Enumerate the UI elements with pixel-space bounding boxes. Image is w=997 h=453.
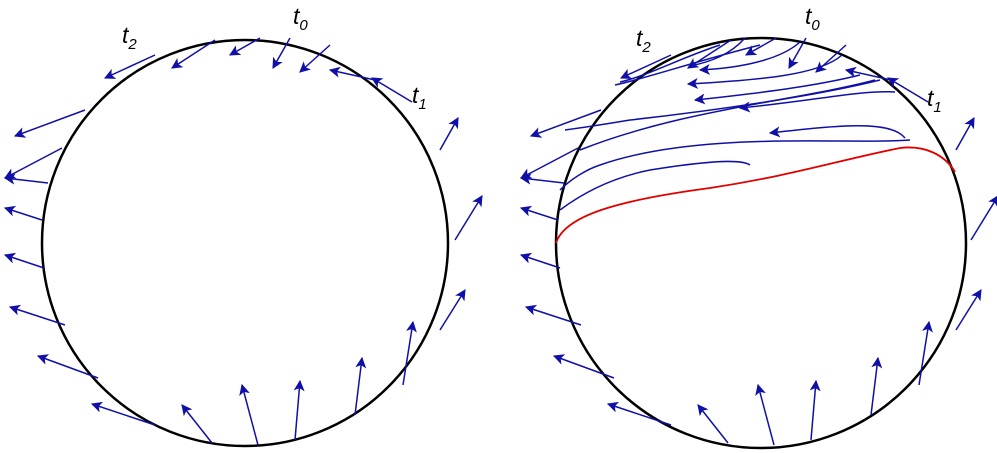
arrow (870, 356, 883, 416)
arrow (697, 404, 729, 444)
arrow (90, 401, 156, 426)
arrow (293, 379, 305, 441)
label-base: t (927, 85, 935, 111)
arrow (4, 147, 63, 179)
arrow (3, 205, 43, 221)
streamline (698, 41, 801, 75)
label-t0: t0 (293, 3, 308, 34)
arrow (955, 289, 982, 331)
arrow (104, 54, 156, 79)
arrow (13, 109, 86, 138)
arrow (620, 54, 672, 79)
label-t1: t1 (927, 85, 942, 116)
arrow (439, 117, 459, 151)
streamlines (559, 37, 911, 211)
left-arrows (3, 37, 483, 446)
arrow (8, 304, 66, 326)
arrow (788, 37, 807, 69)
label-sub: 0 (299, 17, 308, 34)
streamline (559, 160, 751, 211)
arrow (755, 383, 775, 446)
label-base: t (636, 25, 644, 51)
streamline (689, 37, 746, 67)
arrow (3, 173, 49, 185)
streamline (619, 44, 721, 83)
arrow (239, 383, 259, 446)
streamline (768, 125, 906, 139)
arrow (181, 404, 213, 444)
arrow (402, 320, 417, 386)
arrow (844, 66, 892, 81)
streamline (564, 79, 881, 131)
arrow (524, 304, 582, 326)
right-circle (554, 36, 968, 450)
arrow (354, 356, 367, 416)
arrow (519, 252, 561, 269)
arrow (745, 37, 777, 56)
arrow (606, 401, 672, 426)
arrow (552, 354, 615, 379)
label-t2: t2 (636, 25, 651, 56)
arrow (519, 205, 559, 221)
arrow (454, 195, 483, 241)
arrow (36, 354, 99, 379)
arrow (815, 44, 847, 73)
arrow (371, 77, 413, 103)
arrow (809, 379, 821, 441)
arrow (520, 147, 579, 179)
label-base: t (293, 3, 301, 29)
label-base: t (805, 3, 813, 29)
arrow (970, 195, 997, 241)
label-t2: t2 (122, 22, 137, 53)
streamline (614, 44, 761, 86)
arrow (171, 39, 216, 69)
streamline (738, 90, 896, 113)
arrow (529, 109, 602, 138)
arrow (229, 37, 261, 56)
arrow (328, 66, 376, 81)
arrow (299, 44, 331, 73)
arrow (519, 173, 565, 185)
label-sub: 1 (933, 99, 941, 116)
streamline (686, 54, 843, 89)
label-base: t (122, 22, 130, 48)
right-arrows (519, 37, 997, 446)
streamline (559, 139, 911, 191)
arrow (3, 252, 45, 269)
streamline (693, 74, 861, 105)
label-sub: 2 (641, 39, 651, 56)
label-sub: 2 (127, 36, 137, 53)
arrow (439, 289, 466, 331)
arrow (918, 320, 933, 386)
arrow (955, 117, 975, 151)
label-t1: t1 (412, 82, 427, 113)
label-sub: 1 (418, 96, 426, 113)
arrow (887, 77, 929, 103)
arrow (272, 37, 291, 69)
label-base: t (412, 82, 420, 108)
boundary-curve (555, 146, 956, 244)
label-sub: 0 (811, 17, 820, 34)
streamline (579, 79, 876, 151)
label-t0: t0 (805, 3, 820, 34)
left-circle (40, 38, 450, 448)
